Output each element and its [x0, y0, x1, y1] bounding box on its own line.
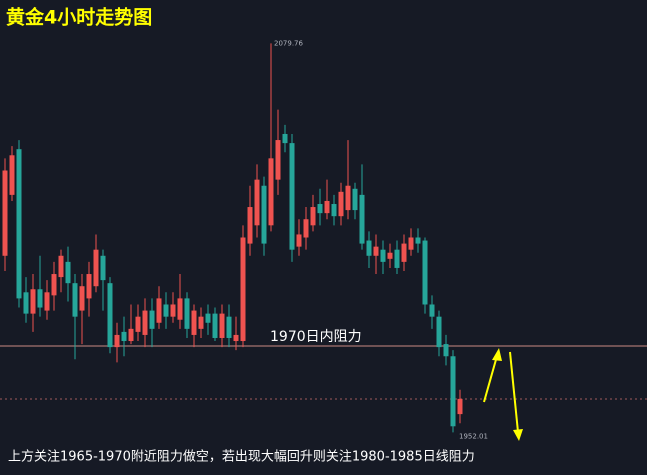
candle-body: [93, 249, 99, 287]
candle-body: [65, 261, 71, 284]
candle-body: [324, 200, 330, 214]
candle-body: [345, 185, 351, 211]
candle-body: [226, 316, 232, 338]
candle-body: [191, 310, 197, 335]
candle-body: [30, 289, 36, 314]
candle-body: [331, 204, 337, 217]
candle-body: [289, 143, 295, 250]
candle-body: [86, 274, 92, 299]
candle-body: [450, 356, 456, 427]
candle-body: [107, 283, 113, 348]
candle-body: [247, 207, 253, 244]
candle-body: [282, 133, 288, 144]
candle-body: [233, 334, 239, 342]
candle-body: [387, 252, 393, 259]
candle-body: [2, 170, 8, 256]
candle-body: [58, 255, 64, 278]
candle-body: [135, 316, 141, 332]
candle-body: [44, 292, 50, 311]
candle-body: [170, 304, 176, 317]
candle-body: [303, 219, 309, 238]
note: 上方关注1965-1970附近阻力做空，若出现大幅回升则关注1980-1985日…: [8, 449, 475, 465]
candle-body: [352, 188, 358, 211]
candle-body: [37, 289, 43, 308]
candle-body: [9, 155, 15, 195]
candle-body: [310, 207, 316, 226]
candle-body: [114, 334, 120, 348]
candle-body: [212, 313, 218, 338]
candle-body: [436, 316, 442, 348]
candle-body: [254, 179, 260, 226]
candle-body: [163, 304, 169, 317]
candle-body: [72, 283, 78, 317]
candle-body: [296, 234, 302, 247]
candle-body: [205, 313, 211, 323]
resistance-label: 1970日内阻力: [270, 329, 362, 345]
candle-body: [366, 240, 372, 256]
low-label: 1952.01: [459, 432, 488, 440]
candle-body: [359, 194, 365, 244]
candle-body: [415, 237, 421, 244]
candle-body: [121, 331, 127, 342]
candle-body: [16, 149, 22, 299]
candle-body: [317, 204, 323, 214]
candle-body: [429, 304, 435, 317]
candle-body: [79, 286, 85, 311]
candle-body: [23, 292, 29, 314]
candle-body: [422, 240, 428, 305]
candle-body: [373, 246, 379, 256]
candle-body: [401, 243, 407, 262]
candle-body: [408, 237, 414, 250]
chart-title: 黄金4小时走势图: [6, 6, 152, 29]
candle-body: [268, 158, 274, 226]
candle-body: [457, 398, 463, 415]
candle-body: [149, 310, 155, 329]
candle-body: [443, 344, 449, 357]
candle-body: [100, 255, 106, 281]
candle-body: [184, 298, 190, 329]
high-label: 2079.76: [274, 39, 303, 47]
candle-body: [156, 298, 162, 323]
candle-body: [128, 328, 134, 342]
title-bg: [0, 0, 182, 34]
candle-body: [380, 249, 386, 262]
candle-body: [51, 274, 57, 296]
candle-body: [275, 140, 281, 180]
candle-body: [142, 310, 148, 335]
candle-body: [394, 249, 400, 268]
candle-body: [338, 191, 344, 217]
candle-body: [198, 316, 204, 329]
candle-body: [240, 237, 246, 342]
candle-body: [261, 185, 267, 244]
candle-body: [177, 298, 183, 320]
candle-body: [219, 313, 225, 338]
arrows: [483, 348, 523, 441]
